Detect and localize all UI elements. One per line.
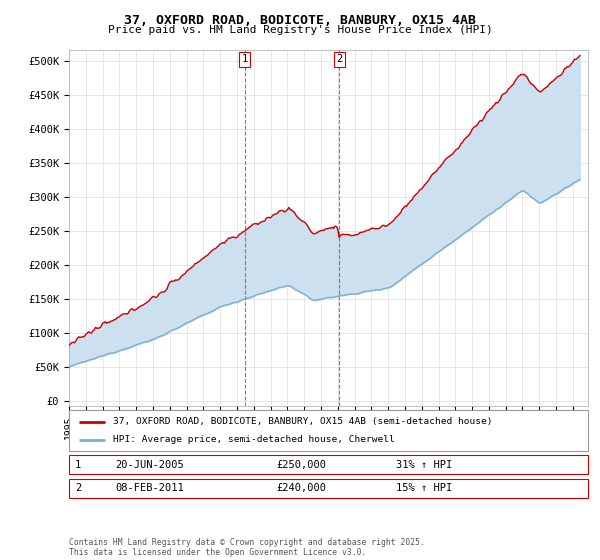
FancyBboxPatch shape — [69, 455, 588, 474]
Text: £240,000: £240,000 — [277, 483, 326, 493]
Text: £250,000: £250,000 — [277, 460, 326, 470]
Text: Price paid vs. HM Land Registry's House Price Index (HPI): Price paid vs. HM Land Registry's House … — [107, 25, 493, 35]
Text: 2: 2 — [75, 483, 82, 493]
Text: 15% ↑ HPI: 15% ↑ HPI — [396, 483, 452, 493]
Text: HPI: Average price, semi-detached house, Cherwell: HPI: Average price, semi-detached house,… — [113, 436, 395, 445]
Text: 1: 1 — [242, 54, 248, 64]
Text: 37, OXFORD ROAD, BODICOTE, BANBURY, OX15 4AB (semi-detached house): 37, OXFORD ROAD, BODICOTE, BANBURY, OX15… — [113, 417, 493, 426]
FancyBboxPatch shape — [69, 410, 588, 451]
Text: 1: 1 — [75, 460, 82, 470]
Text: 20-JUN-2005: 20-JUN-2005 — [116, 460, 184, 470]
Text: 08-FEB-2011: 08-FEB-2011 — [116, 483, 184, 493]
Text: 31% ↑ HPI: 31% ↑ HPI — [396, 460, 452, 470]
Text: 37, OXFORD ROAD, BODICOTE, BANBURY, OX15 4AB: 37, OXFORD ROAD, BODICOTE, BANBURY, OX15… — [124, 14, 476, 27]
Text: 2: 2 — [336, 54, 343, 64]
FancyBboxPatch shape — [69, 479, 588, 498]
Text: Contains HM Land Registry data © Crown copyright and database right 2025.
This d: Contains HM Land Registry data © Crown c… — [69, 538, 425, 557]
